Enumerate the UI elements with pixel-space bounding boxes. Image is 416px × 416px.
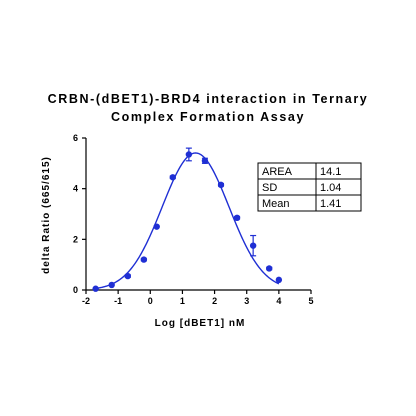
stats-table: AREA 14.1 SD 1.04 Mean 1.41 bbox=[257, 162, 362, 212]
data-point bbox=[249, 242, 257, 249]
stats-sd-label: SD bbox=[262, 182, 277, 194]
x-axis-label: Log [dBET1] nM bbox=[155, 318, 246, 329]
y-tick-label: 2 bbox=[73, 234, 78, 244]
data-point bbox=[108, 281, 115, 289]
stats-mean-value: 1.41 bbox=[320, 198, 341, 210]
y-axis-label: delta Ratio (665/615) bbox=[41, 156, 52, 274]
stats-sd-value: 1.04 bbox=[320, 182, 341, 194]
data-point bbox=[217, 181, 225, 189]
x-tick-label: 5 bbox=[308, 296, 313, 306]
y-tick-label: 0 bbox=[73, 285, 78, 295]
data-point bbox=[140, 256, 148, 263]
data-point bbox=[169, 174, 176, 181]
stats-mean-label: Mean bbox=[262, 198, 290, 210]
data-point bbox=[266, 265, 273, 272]
x-tick-label: -2 bbox=[82, 296, 90, 306]
data-point bbox=[124, 272, 131, 280]
data-point bbox=[153, 223, 160, 230]
x-tick-label: 0 bbox=[148, 296, 153, 306]
data-point bbox=[185, 151, 193, 158]
fit-curve-layer bbox=[95, 152, 280, 290]
chart-title-line-2: Complex Formation Assay bbox=[111, 110, 305, 124]
y-tick-label: 6 bbox=[73, 133, 78, 143]
x-tick-label: 3 bbox=[244, 296, 249, 306]
stats-area-label: AREA bbox=[262, 166, 293, 178]
y-tick-label: 4 bbox=[73, 184, 78, 194]
fit-curve bbox=[95, 152, 280, 290]
x-tick-label: 1 bbox=[180, 296, 185, 306]
x-tick-label: 2 bbox=[212, 296, 217, 306]
stats-table-border bbox=[257, 162, 362, 212]
chart-title-line-1: CRBN-(dBET1)-BRD4 interaction in Ternary bbox=[48, 92, 369, 106]
data-point bbox=[201, 157, 209, 164]
stats-area-value: 14.1 bbox=[320, 166, 341, 178]
data-points-layer bbox=[92, 147, 283, 292]
data-point bbox=[233, 214, 241, 221]
data-point bbox=[275, 276, 283, 284]
x-tick-label: 4 bbox=[276, 296, 281, 306]
x-tick-label: -1 bbox=[114, 296, 122, 306]
axes: -2 -1 0 1 2 3 4 5 0 2 4 6 bbox=[73, 133, 314, 306]
data-point bbox=[92, 285, 99, 292]
